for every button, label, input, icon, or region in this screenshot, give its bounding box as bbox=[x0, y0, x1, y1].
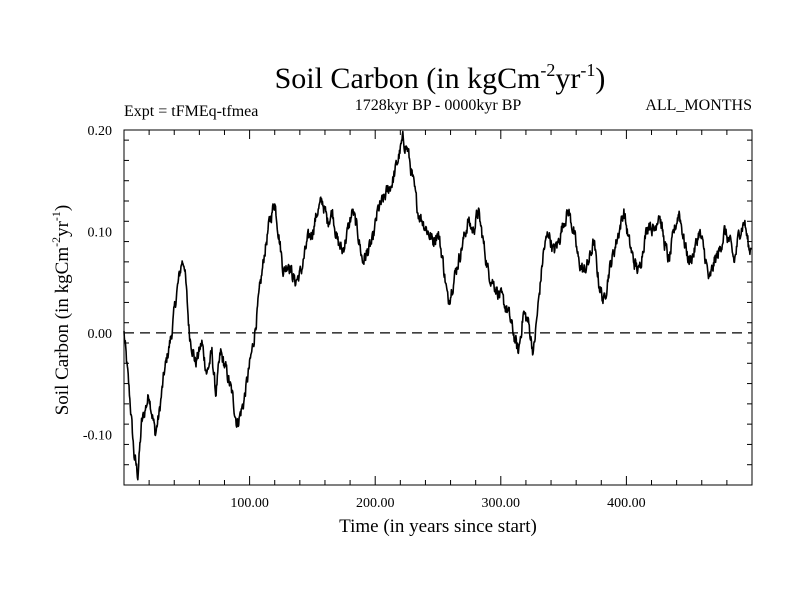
subtitle-period: 1728kyr BP - 0000kyr BP bbox=[355, 97, 522, 114]
chart-title: Soil Carbon (in kgCm-2yr-1) bbox=[275, 60, 606, 95]
subtitle-months: ALL_MONTHS bbox=[645, 97, 752, 114]
y-tick-label: 0.10 bbox=[88, 225, 113, 240]
x-axis-label: Time (in years since start) bbox=[339, 516, 537, 537]
series-line-soil-carbon bbox=[123, 130, 753, 481]
plot-area: 100.00 200.00 300.00 400.00 -0.10 0.00 0.10 0.2… bbox=[83, 124, 753, 511]
y-axis-label: Soil Carbon (in kgCm-2yr-1) bbox=[49, 205, 73, 416]
subtitle-experiment: Expt = tFMEq-tfmea bbox=[124, 103, 258, 120]
y-tick-label: 0.00 bbox=[88, 327, 113, 342]
x-tick-label: 100.00 bbox=[230, 496, 269, 511]
svg-text:Soil Carbon (in kgCm-2yr-1): Soil Carbon (in kgCm-2yr-1) bbox=[275, 60, 606, 95]
x-tick-label: 300.00 bbox=[482, 496, 521, 511]
y-tick-label: 0.20 bbox=[88, 124, 113, 139]
plot-frame bbox=[123, 129, 753, 486]
y-tick-label: -0.10 bbox=[83, 428, 112, 443]
x-tick-label: 200.00 bbox=[356, 496, 395, 511]
x-tick-label: 400.00 bbox=[607, 496, 646, 511]
